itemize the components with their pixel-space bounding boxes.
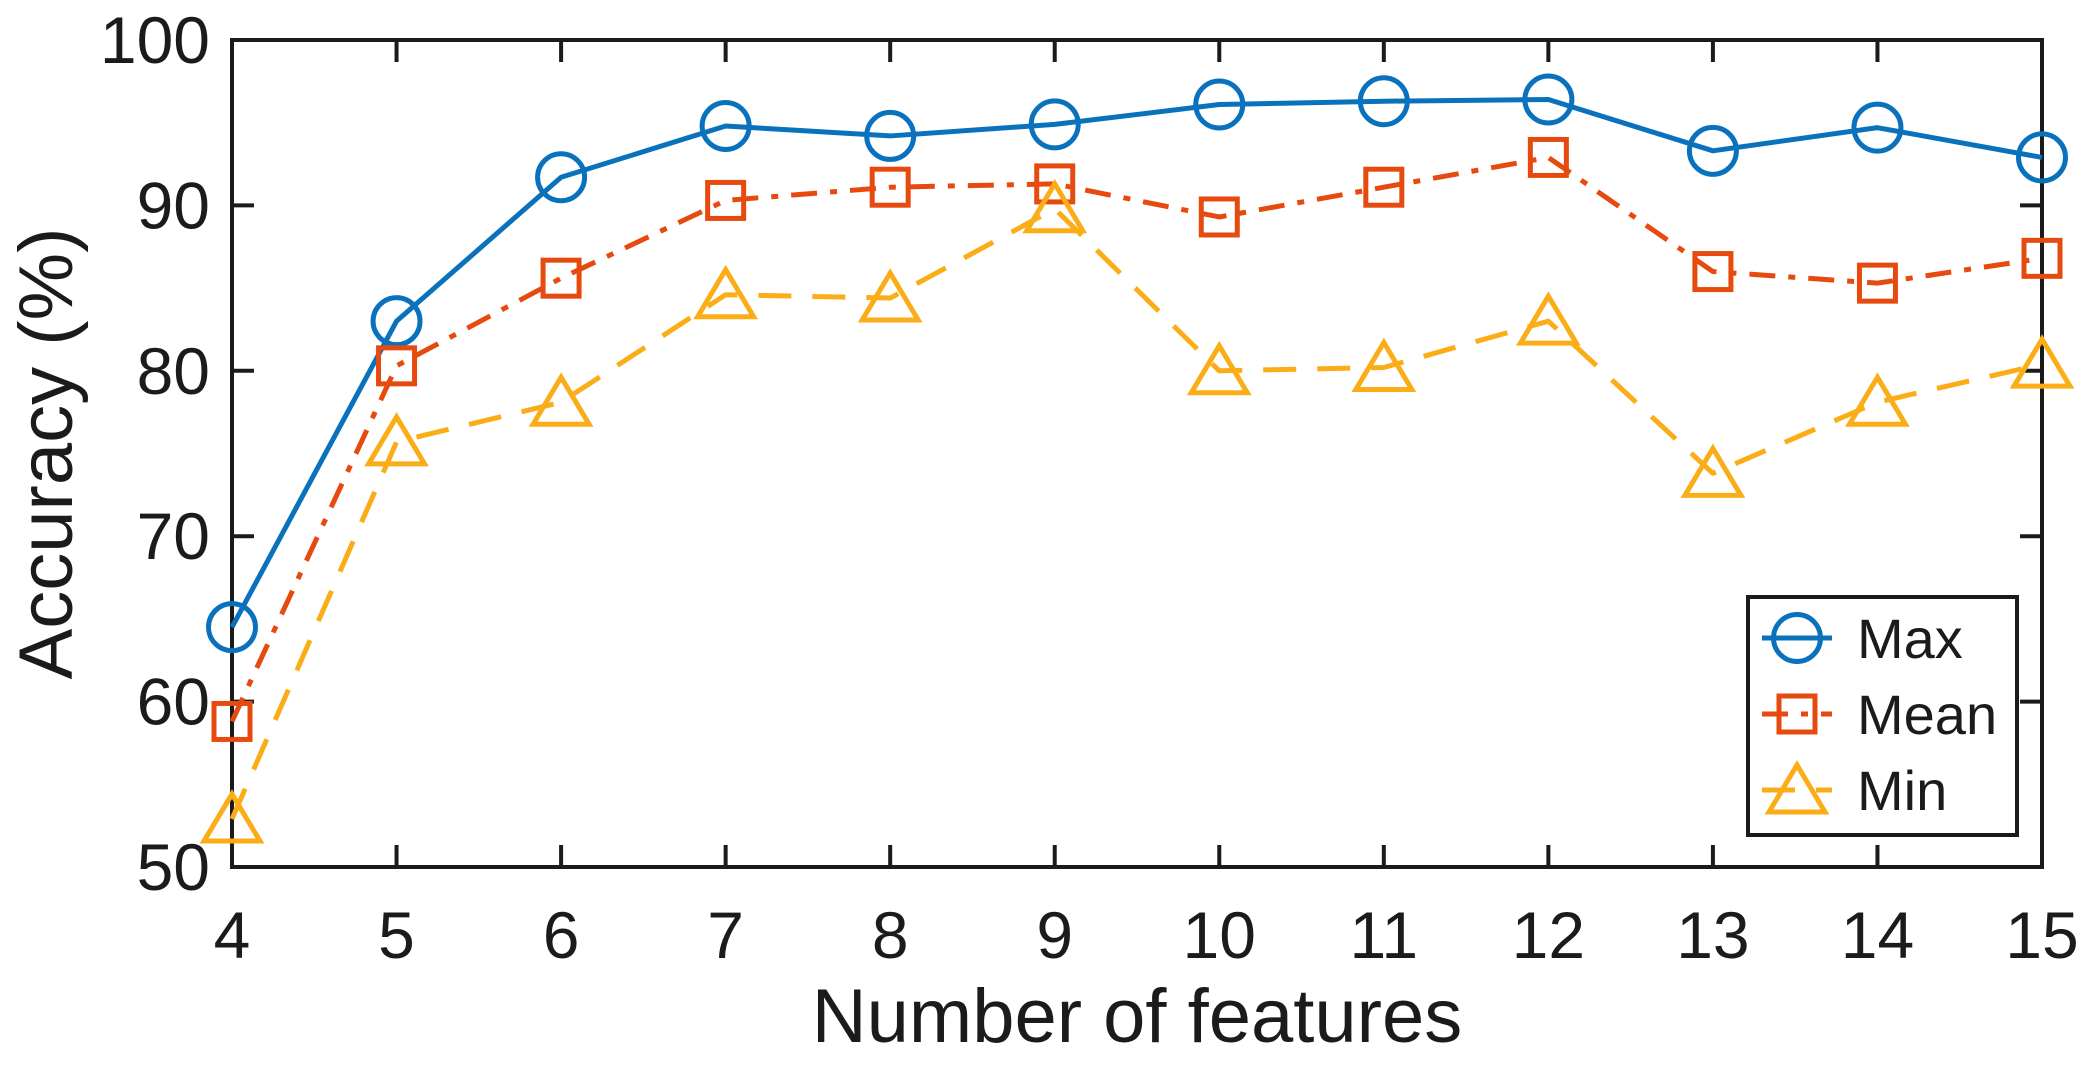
series-max-marker-x6 <box>535 151 588 204</box>
x-axis-tick-label-11: 11 <box>1350 898 1419 972</box>
y-axis-tick-label-90: 90 <box>137 168 210 242</box>
series-max-marker-x14 <box>1851 101 1904 154</box>
series-min-marker-x9 <box>1022 178 1088 234</box>
x-axis-tick-label-6: 6 <box>543 898 580 972</box>
x-axis-label: Number of features <box>812 974 1463 1059</box>
series-max-line <box>229 97 2043 629</box>
series-max-marker-x4 <box>206 601 258 654</box>
series-min-marker-x12 <box>1515 291 1581 346</box>
x-axis-tick-label-15: 15 <box>2005 898 2078 972</box>
x-axis-tick-label-4: 4 <box>214 898 251 972</box>
series-min-marker-x4 <box>199 789 265 844</box>
series-min-marker-x14 <box>1845 372 1910 427</box>
series-max-marker-x9 <box>1028 98 1081 151</box>
y-axis-tick-label-80: 80 <box>137 334 210 408</box>
y-axis-tick-label-70: 70 <box>137 499 210 573</box>
y-axis-tick-label-60: 60 <box>137 665 210 739</box>
series-mean-marker-x5 <box>376 345 418 387</box>
legend-circle-icon <box>1771 612 1823 664</box>
series-mean-marker-x4 <box>211 700 253 742</box>
x-axis-tick-label-13: 13 <box>1676 898 1749 972</box>
legend-label-mean: Mean <box>1857 683 1997 746</box>
legend-label-max: Max <box>1857 607 1963 670</box>
series-min-line <box>229 206 2043 821</box>
x-axis-tick-label-10: 10 <box>1183 898 1256 972</box>
series-min-marker-x6 <box>528 372 594 427</box>
y-axis-tick-label-100: 100 <box>100 3 210 77</box>
x-axis-tick-label-9: 9 <box>1036 898 1073 972</box>
legend-label-min: Min <box>1857 759 1947 822</box>
series-min-marker-x11 <box>1351 337 1417 392</box>
series-min-marker-x5 <box>364 412 429 467</box>
series-mean-marker-x11 <box>1363 166 1405 208</box>
series-mean-marker-x15 <box>2021 237 2063 279</box>
series-mean-marker-x14 <box>1856 262 1898 304</box>
series-min-marker-x10 <box>1186 340 1252 396</box>
series-min-marker-x7 <box>693 264 759 320</box>
legend-square-icon <box>1776 693 1818 735</box>
series-max-marker-x10 <box>1193 78 1246 131</box>
series-min-marker-x13 <box>1680 443 1746 498</box>
series-mean-line <box>229 154 2043 723</box>
series-mean-marker-x9 <box>1034 163 1076 205</box>
series-mean-marker-x7 <box>705 179 747 221</box>
series-min-marker-x15 <box>2009 334 2075 389</box>
series-max-marker-x7 <box>699 100 752 153</box>
y-axis-tick-label-50: 50 <box>137 830 210 904</box>
series-mean-marker-x8 <box>869 166 911 208</box>
series-max-marker-x5 <box>370 295 423 348</box>
x-axis-tick-label-8: 8 <box>872 898 909 972</box>
series-mean-marker-x6 <box>540 257 582 299</box>
x-axis-tick-label-12: 12 <box>1512 898 1585 972</box>
plot-box <box>230 38 2044 869</box>
x-axis-tick-label-5: 5 <box>378 898 415 972</box>
series-mean-marker-x10 <box>1198 196 1240 238</box>
y-axis-label: Accuracy (%) <box>4 228 89 680</box>
series-max-marker-x8 <box>864 109 917 162</box>
series-max-marker-x11 <box>1357 75 1410 128</box>
series-max-marker-x15 <box>2016 131 2068 184</box>
series-mean-marker-x13 <box>1692 251 1734 293</box>
series-mean-marker-x12 <box>1527 136 1569 178</box>
series-max-marker-x12 <box>1522 73 1575 126</box>
series-min-marker-x8 <box>857 268 923 323</box>
series-max-marker-x13 <box>1686 124 1739 177</box>
x-axis-tick-label-14: 14 <box>1841 898 1914 972</box>
x-axis-tick-label-7: 7 <box>707 898 744 972</box>
legend-triangle-up-icon <box>1764 760 1830 815</box>
